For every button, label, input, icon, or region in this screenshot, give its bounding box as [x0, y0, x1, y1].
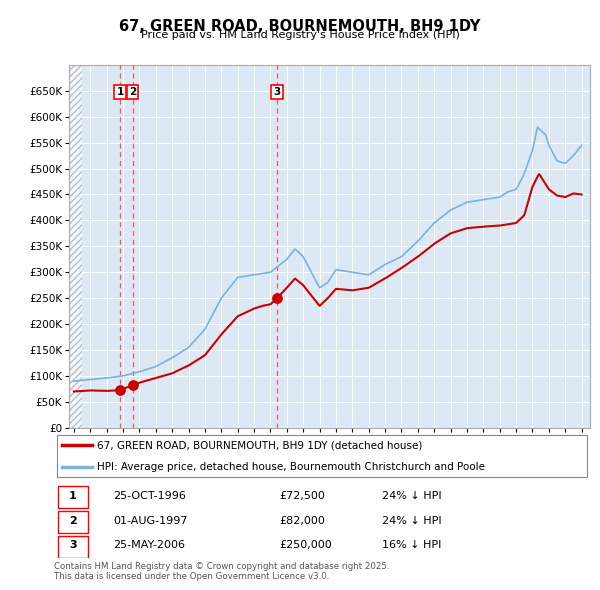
Text: 2: 2 [69, 516, 77, 526]
FancyBboxPatch shape [58, 536, 88, 558]
Bar [69, 65, 82, 428]
Text: 3: 3 [274, 87, 281, 97]
Text: £250,000: £250,000 [280, 540, 332, 550]
Text: 24% ↓ HPI: 24% ↓ HPI [382, 491, 441, 501]
Text: 01-AUG-1997: 01-AUG-1997 [113, 516, 188, 526]
FancyBboxPatch shape [58, 486, 88, 509]
Point [115, 385, 125, 395]
Point [128, 381, 137, 390]
Text: 1: 1 [116, 87, 124, 97]
Text: £72,500: £72,500 [280, 491, 325, 501]
Text: £82,000: £82,000 [280, 516, 325, 526]
Text: 16% ↓ HPI: 16% ↓ HPI [382, 540, 441, 550]
Text: 25-OCT-1996: 25-OCT-1996 [113, 491, 186, 501]
Text: 67, GREEN ROAD, BOURNEMOUTH, BH9 1DY: 67, GREEN ROAD, BOURNEMOUTH, BH9 1DY [119, 19, 481, 34]
Text: 3: 3 [69, 540, 77, 550]
Text: Price paid vs. HM Land Registry's House Price Index (HPI): Price paid vs. HM Land Registry's House … [140, 30, 460, 40]
Text: HPI: Average price, detached house, Bournemouth Christchurch and Poole: HPI: Average price, detached house, Bour… [97, 461, 485, 471]
Text: 1: 1 [69, 491, 77, 501]
Text: 67, GREEN ROAD, BOURNEMOUTH, BH9 1DY (detached house): 67, GREEN ROAD, BOURNEMOUTH, BH9 1DY (de… [97, 441, 422, 451]
FancyBboxPatch shape [56, 435, 587, 477]
Text: Contains HM Land Registry data © Crown copyright and database right 2025.
This d: Contains HM Land Registry data © Crown c… [54, 562, 389, 581]
Text: 24% ↓ HPI: 24% ↓ HPI [382, 516, 441, 526]
Text: 25-MAY-2006: 25-MAY-2006 [113, 540, 185, 550]
Text: 2: 2 [129, 87, 136, 97]
Point [272, 293, 282, 303]
FancyBboxPatch shape [58, 511, 88, 533]
